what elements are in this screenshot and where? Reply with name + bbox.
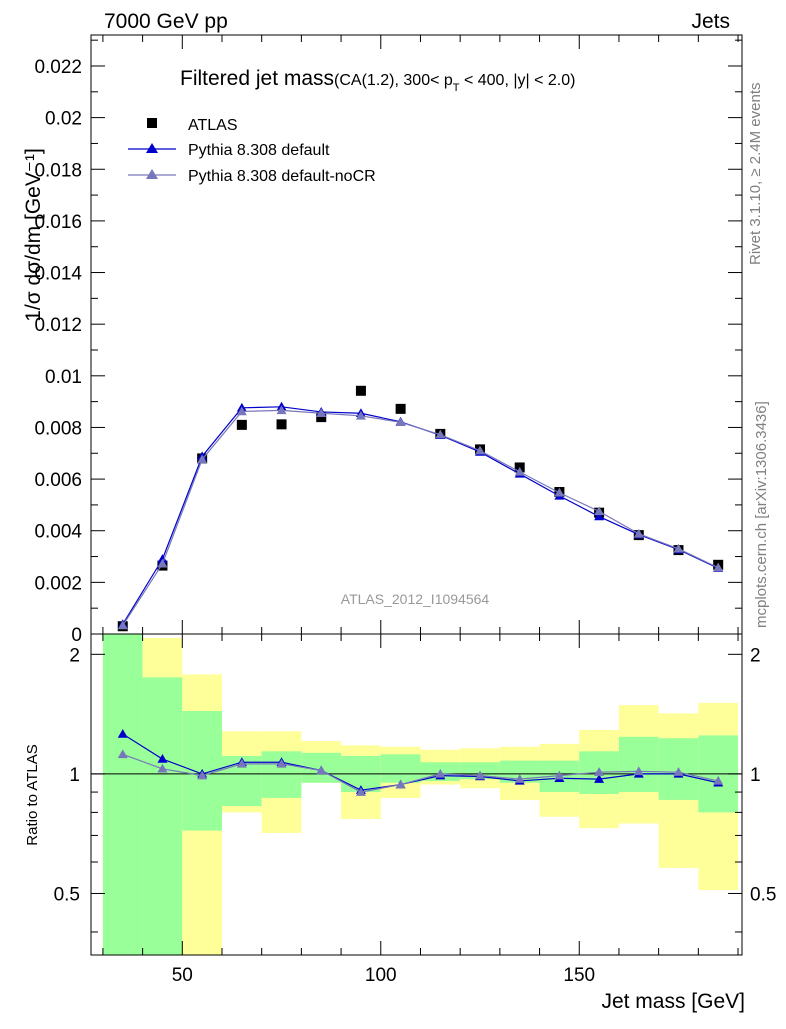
x-axis-label: Jet mass [GeV] — [601, 990, 745, 1013]
atlas-data-point — [276, 419, 287, 430]
y-tick-label: 0.018 — [34, 160, 82, 181]
mc-marker-2 — [316, 408, 327, 417]
chart-title-cuts: (CA(1.2), 300< p — [334, 72, 453, 89]
ratio-series — [117, 729, 724, 796]
header-right: Jets — [691, 10, 730, 33]
atlas-data-point — [395, 403, 406, 414]
legend: ATLAS Pythia 8.308 default Pythia 8.308 … — [128, 117, 376, 185]
y-tick-label: 0.002 — [34, 573, 82, 594]
mc-ratio-marker-2 — [554, 770, 565, 780]
mcplots-label: mcplots.cern.ch [arXiv:1306.3436] — [753, 401, 770, 628]
mc-marker-2 — [157, 558, 168, 568]
y-tick-label: 0.004 — [34, 522, 82, 543]
mc-ratio-marker-2 — [236, 758, 247, 768]
atlas-data-point — [236, 419, 247, 430]
y-tick-label: 0.022 — [34, 57, 82, 78]
mc-ratio-marker-2 — [316, 765, 327, 775]
mc-ratio-line-2 — [122, 753, 719, 793]
mc-ratio-marker-2 — [355, 787, 366, 796]
mc-ratio-marker-2 — [594, 767, 605, 776]
mc-marker-2 — [395, 417, 406, 427]
mc-marker-1 — [594, 511, 605, 521]
mc-line-2 — [122, 409, 719, 626]
mc-ratio-marker-1 — [117, 729, 128, 738]
legend-label-default: Pythia 8.308 default — [188, 142, 330, 159]
mc-ratio-marker-2 — [395, 779, 406, 789]
mc-marker-2 — [475, 445, 486, 455]
legend-marker-default — [146, 143, 158, 153]
header-left: 7000 GeV pp — [104, 10, 228, 33]
ratio-y-axis-label: Ratio to ATLAS — [24, 744, 41, 845]
y-tick-label: 0.016 — [34, 212, 82, 233]
ratio-band-inner — [142, 677, 183, 955]
x-tick-label: 100 — [365, 965, 397, 986]
ratio-tick-label-right: 1 — [750, 765, 761, 786]
mc-ratio-marker-2 — [633, 766, 644, 776]
ratio-tick-label: 2 — [69, 645, 80, 666]
mc-ratio-marker-2 — [713, 775, 724, 785]
mc-ratio-marker-1 — [157, 754, 168, 763]
main-series — [117, 385, 724, 632]
x-tick-label: 50 — [172, 965, 193, 986]
ratio-band-inner — [618, 736, 659, 793]
ratio-tick-label-right: 0.5 — [750, 884, 776, 905]
atlas-data-point — [355, 385, 366, 396]
mc-ratio-marker-2 — [475, 770, 486, 780]
chart-title: Filtered jet mass(CA(1.2), 300< pT < 400… — [180, 67, 575, 94]
mc-ratio-marker-2 — [276, 758, 287, 768]
mc-marker-2 — [633, 528, 644, 538]
atlas-data-point — [316, 412, 327, 423]
ratio-band-inner — [102, 634, 143, 955]
mc-marker-2 — [355, 410, 366, 420]
y-tick-label: 0.008 — [34, 418, 82, 439]
axis-tick-labels: 50 100 150 0 0.002 0.004 0.006 0.008 0.01 0.012 0.… — [34, 57, 776, 986]
mc-marker-2 — [673, 543, 684, 553]
mc-ratio-line-1 — [122, 733, 719, 791]
mc-ratio-marker-2 — [157, 763, 168, 773]
analysis-watermark: ATLAS_2012_I1094564 — [341, 591, 490, 607]
chart-title-main: Filtered jet mass — [180, 67, 334, 90]
ratio-tick-label: 0.5 — [54, 884, 80, 905]
chart-title-sub: T — [453, 82, 460, 94]
legend-label-atlas: ATLAS — [188, 117, 238, 134]
mc-marker-2 — [197, 454, 208, 464]
legend-marker-atlas — [147, 118, 157, 128]
ratio-frame — [90, 633, 743, 956]
axis-ticks — [91, 35, 742, 955]
mc-marker-2 — [117, 620, 128, 630]
legend-marker-nocr — [146, 169, 158, 179]
chart-title-cuts-end: < 400, |y| < 2.0) — [460, 72, 576, 89]
mc-marker-2 — [514, 466, 525, 476]
ratio-tick-label: 1 — [69, 765, 80, 786]
mc-marker-2 — [236, 406, 247, 416]
mc-marker-2 — [276, 405, 287, 415]
mc-marker-1 — [157, 554, 168, 563]
y-tick-label: 0.012 — [34, 315, 82, 336]
x-tick-label: 150 — [563, 965, 595, 986]
ratio-band-inner — [499, 760, 540, 783]
mc-marker-2 — [435, 429, 446, 439]
rivet-label: Rivet 3.1.10, ≥ 2.4M events — [747, 83, 764, 266]
y-tick-label: 0.014 — [34, 264, 82, 285]
ratio-bands — [102, 634, 739, 955]
mc-ratio-marker-2 — [514, 774, 525, 783]
ratio-band-inner — [380, 754, 421, 783]
y-tick-label: 0.01 — [45, 367, 82, 388]
mc-ratio-marker-1 — [594, 774, 605, 783]
y-axis-label: 1/σ dσ/dm [GeV⁻¹] — [22, 148, 45, 322]
y-tick-label: 0.006 — [34, 470, 82, 491]
mc-ratio-marker-2 — [435, 768, 446, 778]
mc-marker-2 — [713, 562, 724, 572]
y-tick-label: 0.02 — [45, 109, 82, 130]
ratio-tick-label-right: 2 — [750, 645, 761, 666]
y-tick-label: 0 — [71, 625, 82, 646]
mc-ratio-marker-2 — [197, 770, 208, 780]
mc-marker-2 — [594, 506, 605, 516]
legend-label-nocr: Pythia 8.308 default-noCR — [188, 168, 376, 185]
mc-ratio-marker-2 — [117, 749, 128, 759]
mc-marker-2 — [554, 487, 565, 497]
mc-ratio-marker-2 — [673, 767, 684, 776]
